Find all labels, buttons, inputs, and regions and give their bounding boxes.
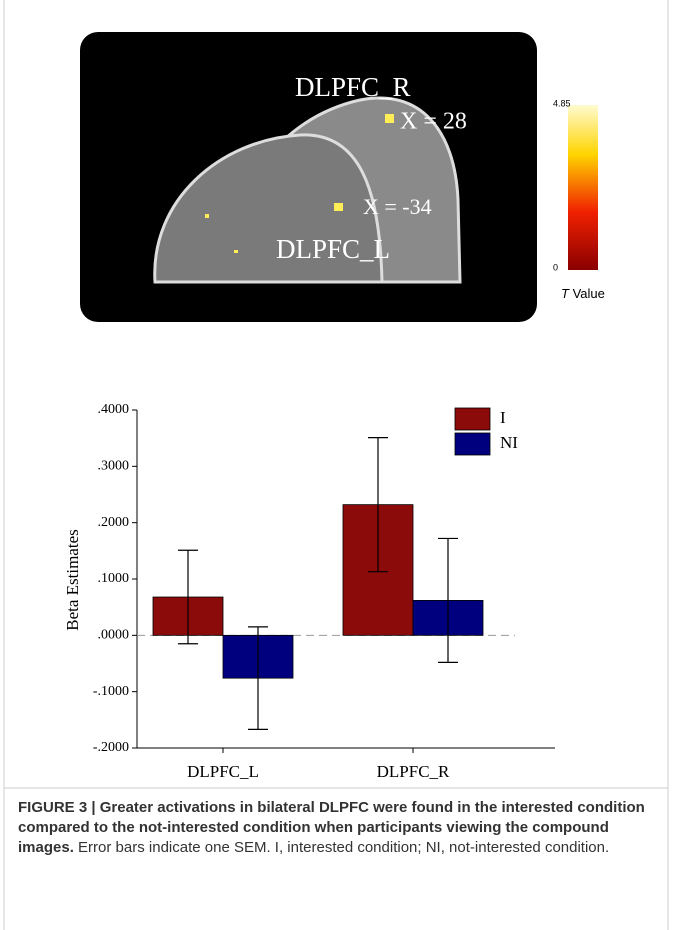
legend-label: NI [500,433,518,452]
legend-swatch [455,433,490,455]
brain-label: DLPFC_L [276,234,390,264]
activation [205,214,209,218]
y-tick-label: .4000 [98,402,130,417]
x-tick-label: DLPFC_L [187,762,259,781]
y-axis-label: Beta Estimates [63,529,82,631]
figure: DLPFC_R X = 28 X = -34 DLPFC_L 4.85 0 T … [0,0,673,930]
colorbar-title-text: Value [573,286,605,301]
activation [234,250,238,253]
y-tick-label: .3000 [98,459,130,474]
bar-chart: Beta Estimates -.2000 -.1000 .0000 .1000 .20… [63,402,555,781]
y-tick-label: -.1000 [93,684,129,699]
y-tick-label: .2000 [98,515,130,530]
legend-swatch [455,408,490,430]
page: DLPFC_R X = 28 X = -34 DLPFC_L 4.85 0 T … [0,0,673,930]
brain-label: DLPFC_R [295,72,411,102]
caption: FIGURE 3 | Greater activations in bilate… [18,798,658,858]
legend-label: I [500,408,506,427]
y-tick-label: .0000 [98,628,130,643]
colorbar-max: 4.85 [553,98,571,108]
brain-label: X = 28 [400,109,467,135]
colorbar-var: T [561,286,570,301]
activation [334,203,343,211]
caption-label: FIGURE 3 | [18,799,96,816]
activation [385,114,394,123]
y-tick-label: -.2000 [93,740,129,755]
colorbar-title: T Value [561,286,605,301]
x-tick-label: DLPFC_R [377,762,450,781]
brain-label: X = -34 [363,194,432,219]
colorbar-min: 0 [553,262,558,272]
caption-text: Error bars indicate one SEM. I, interest… [78,839,609,856]
y-tick-label: .1000 [98,571,130,586]
colorbar [568,105,598,270]
